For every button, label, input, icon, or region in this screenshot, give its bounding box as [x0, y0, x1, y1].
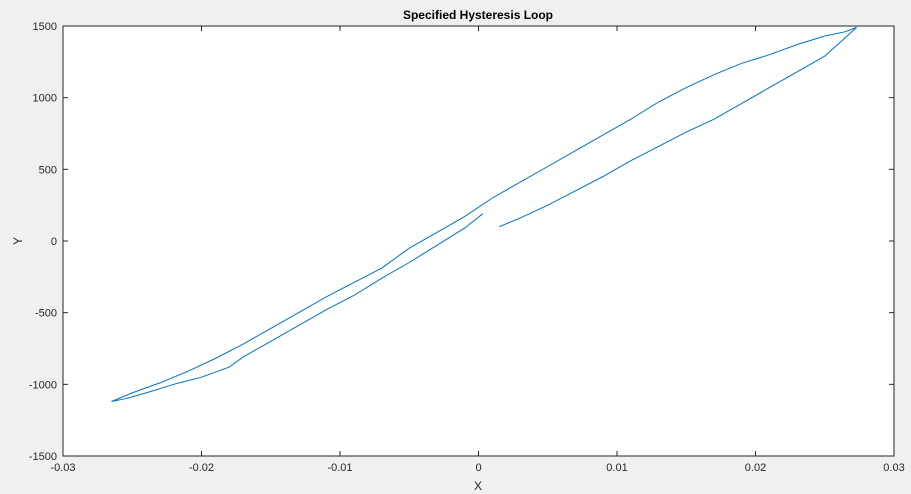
y-tick-label: 1000 — [33, 93, 57, 105]
axis-ticks: -0.03 -0.02 -0.01 0 0.01 0.02 0.03 -1500 -1000 -5… — [29, 21, 905, 474]
x-tick-label: 0 — [475, 462, 481, 474]
y-tick-label: 0 — [51, 236, 57, 248]
chart-title: Specified Hysteresis Loop — [403, 8, 553, 22]
x-tick-label: 0.01 — [606, 462, 627, 474]
y-tick-label: -1000 — [29, 379, 57, 391]
x-axis-label: X — [474, 479, 482, 493]
plot-area — [63, 26, 894, 456]
axes-box — [62, 25, 895, 457]
series-line-1 — [111, 26, 857, 402]
x-tick-label: -0.02 — [189, 462, 214, 474]
y-axis-label: Y — [11, 237, 25, 245]
y-tick-label: 1500 — [33, 21, 57, 33]
series-group — [111, 26, 857, 402]
y-tick-label: -500 — [35, 308, 57, 320]
x-tick-label: -0.03 — [50, 462, 75, 474]
x-tick-label: 0.03 — [883, 462, 904, 474]
x-tick-label: -0.01 — [327, 462, 352, 474]
y-tick-label: -1500 — [29, 451, 57, 463]
y-tick-label: 500 — [39, 164, 57, 176]
series-line-2 — [499, 27, 857, 228]
x-tick-label: 0.02 — [745, 462, 766, 474]
